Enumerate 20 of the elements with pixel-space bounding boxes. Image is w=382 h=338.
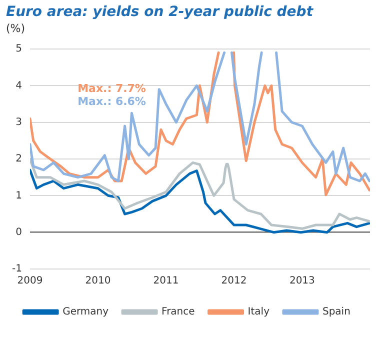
x-tick-label: 2012 xyxy=(221,276,247,287)
legend-label: France xyxy=(162,306,195,318)
legend-label: Germany xyxy=(62,306,109,318)
y-tick-label: 5 xyxy=(16,44,22,55)
annotation: Max.: 7.7% xyxy=(78,82,146,95)
chart-title: Euro area: yields on 2-year public debt xyxy=(5,3,314,20)
legend-label: Italy xyxy=(248,306,270,318)
annotation: Max.: 6.6% xyxy=(78,94,146,108)
x-tick-label: 2010 xyxy=(85,276,111,287)
legend-label: Spain xyxy=(322,306,350,318)
y-tick-label: 3 xyxy=(16,116,22,128)
y-tick-label: 1 xyxy=(16,190,22,202)
y-axis-title: (%) xyxy=(5,21,26,35)
x-tick-label: 2009 xyxy=(17,276,43,287)
x-tick-label: 2011 xyxy=(153,276,179,287)
y-tick-label: 0 xyxy=(16,226,22,238)
y-tick-label: -1 xyxy=(12,264,22,275)
y-tick-label: 4 xyxy=(16,80,22,92)
y-tick-label: 2 xyxy=(16,154,22,165)
x-tick-label: 2013 xyxy=(289,276,315,287)
